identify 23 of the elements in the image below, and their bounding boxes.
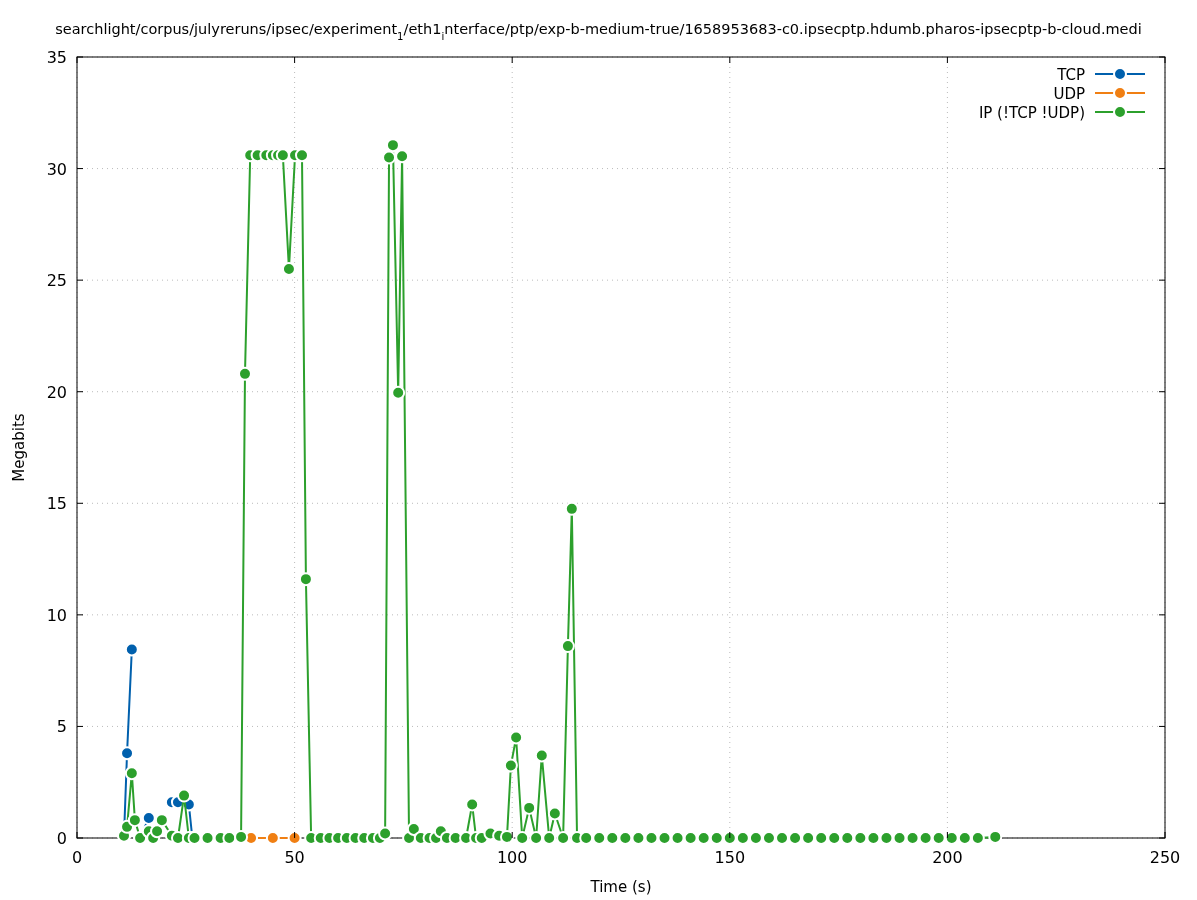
legend-label: TCP [1056, 66, 1085, 84]
point [287, 831, 302, 845]
legend-label: IP (!TCP !UDP) [978, 104, 1085, 122]
x-tick-label: 100 [496, 848, 528, 867]
y-tick-label: 10 [46, 605, 67, 625]
y-tick-label: 35 [46, 48, 67, 67]
y-axis-title: Megabits [10, 413, 28, 482]
y-tick-label: 0 [56, 829, 67, 848]
point [124, 642, 139, 657]
x-tick-label: 200 [932, 848, 963, 867]
chart-title: searchlight/corpus/julyreruns/ipsec/experiment$_{1}$/eth1$_{i}$nterface/ptp/exp-b-medium-true/1658953683-c0.ipsecptp.hdumb.pharos-ipsecptp-b-cloud.medi [55, 21, 1142, 42]
x-tick-label: 150 [714, 848, 746, 867]
y-tick-label: 30 [46, 159, 67, 179]
y-tick-label: 25 [46, 271, 67, 291]
x-tick-label: 250 [1149, 848, 1181, 867]
x-tick-label: 50 [284, 848, 305, 867]
x-axis-title: Time (s) [589, 878, 652, 896]
y-tick-label: 5 [56, 717, 67, 737]
y-tick-label: 20 [46, 382, 67, 402]
y-tick-label: 15 [46, 494, 67, 514]
legend-label: UDP [1053, 85, 1085, 103]
x-tick-label: 0 [71, 848, 83, 867]
point [265, 831, 280, 845]
